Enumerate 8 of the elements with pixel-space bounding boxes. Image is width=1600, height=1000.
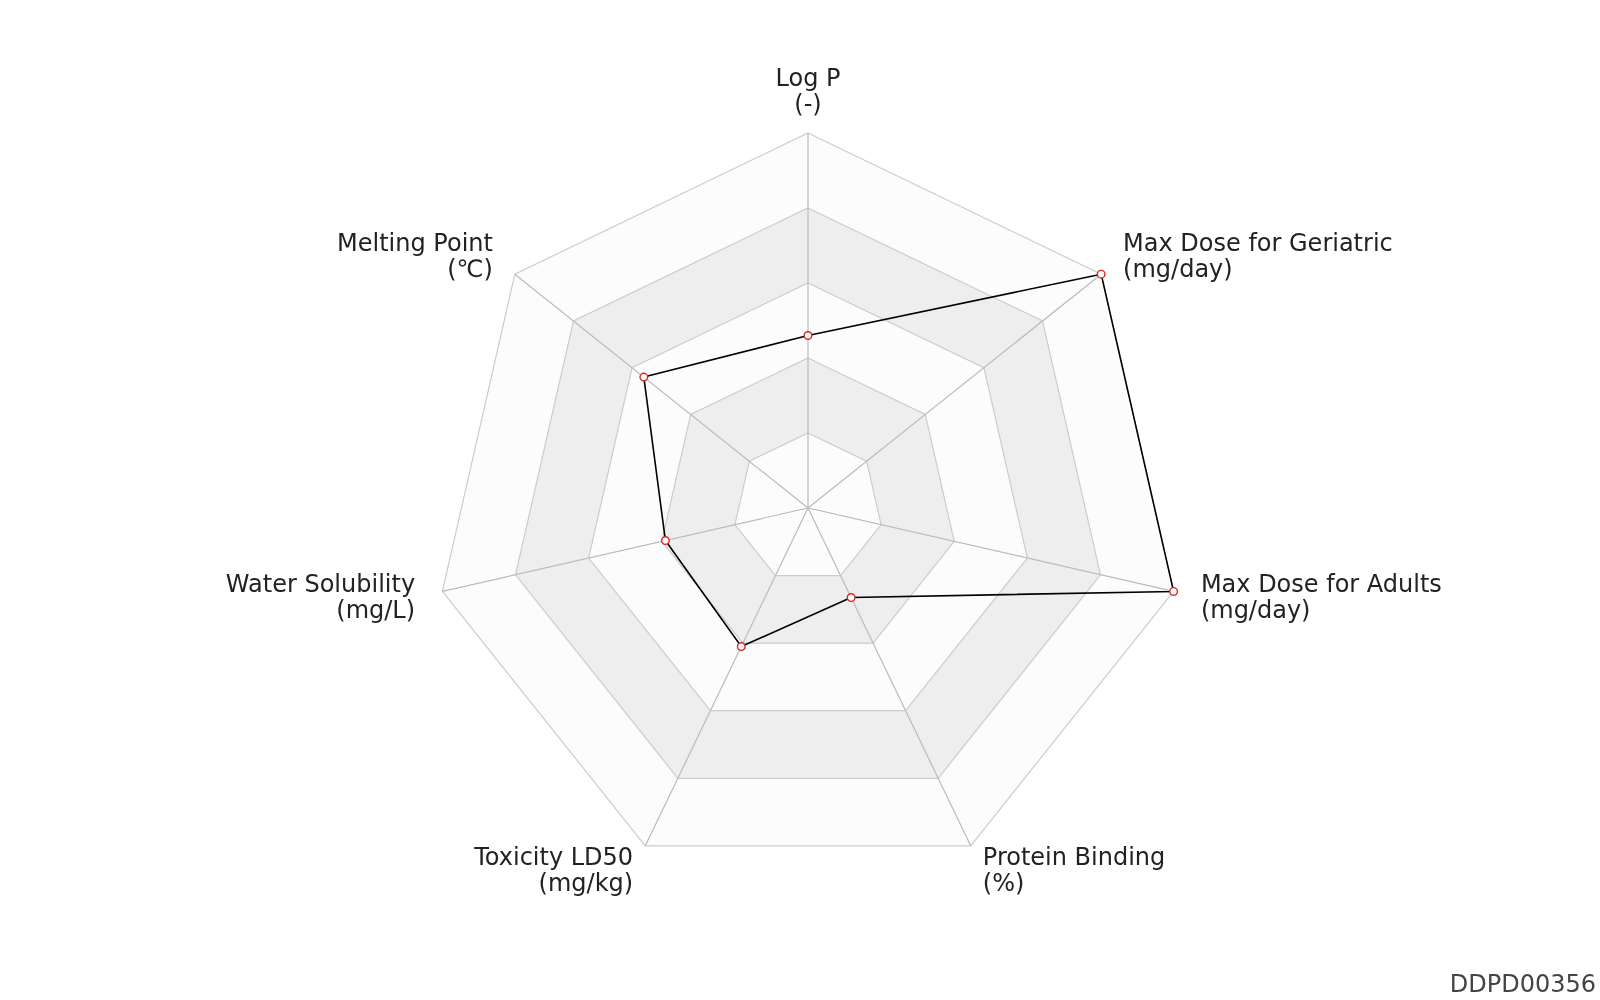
spoke-label: Max Dose for Geriatric (mg/day) [1123, 228, 1393, 283]
spoke-label: Log P (-) [775, 64, 841, 118]
spoke-label: Protein Binding (%) [982, 843, 1166, 898]
spoke-label: Melting Point (℃) [337, 228, 493, 283]
spoke-label: Toxicity LD50 (mg/kg) [473, 843, 634, 898]
spoke-label: Water Solubility (mg/L) [225, 569, 416, 624]
spoke-label: Max Dose for Adults (mg/day) [1200, 569, 1442, 624]
text: DDPD00356 [1449, 970, 1596, 998]
